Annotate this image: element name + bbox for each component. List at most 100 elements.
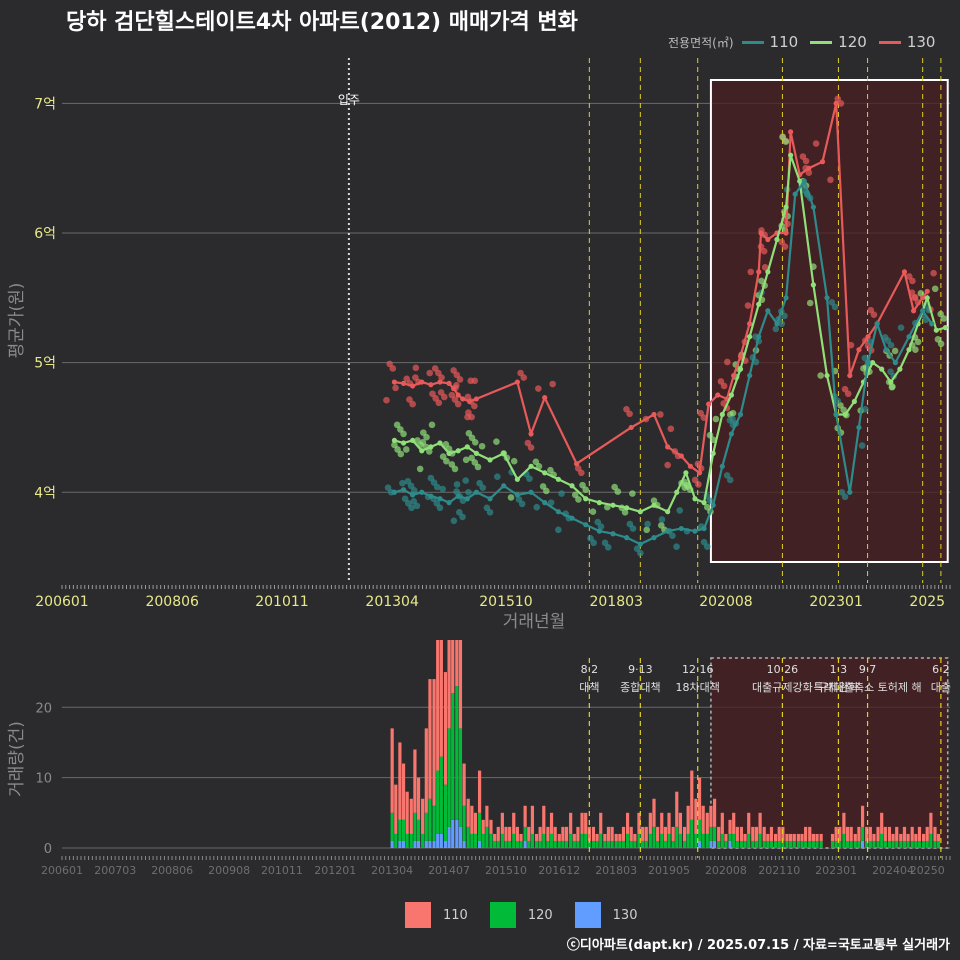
policy-date-label: 12·16 bbox=[682, 663, 714, 676]
volume-bar-120 bbox=[416, 819, 421, 841]
price-point-110 bbox=[410, 487, 418, 494]
volume-bar-120 bbox=[808, 840, 812, 848]
volume-bar-120 bbox=[842, 833, 846, 848]
volume-bar-110 bbox=[914, 833, 918, 841]
volume-bar-120 bbox=[625, 833, 630, 848]
volume-bar-110 bbox=[682, 826, 687, 841]
volume-bar-110 bbox=[728, 819, 732, 834]
volume-bar-110 bbox=[401, 763, 406, 820]
volume-bar-130 bbox=[728, 840, 732, 848]
price-line-marker-130 bbox=[446, 380, 452, 386]
volume-bar-110 bbox=[580, 812, 584, 834]
volume-bar-110 bbox=[527, 826, 531, 841]
volume-bar-120 bbox=[493, 840, 497, 848]
volume-bar-110 bbox=[614, 833, 618, 841]
price-line-marker-120 bbox=[674, 489, 680, 495]
volume-x-tick-label: 201612 bbox=[538, 864, 580, 877]
price-point-130 bbox=[626, 410, 633, 418]
price-line-marker-120 bbox=[437, 440, 443, 446]
price-line-marker-110 bbox=[665, 528, 671, 534]
volume-x-tick-label: 201803 bbox=[595, 864, 637, 877]
price-line-marker-120 bbox=[487, 457, 493, 463]
volume-bar-120 bbox=[914, 840, 918, 848]
price-point-120 bbox=[888, 383, 896, 391]
volume-bar-110 bbox=[717, 826, 721, 841]
volume-bar-130 bbox=[451, 819, 455, 848]
volume-bar-110 bbox=[792, 833, 796, 841]
price-line-marker-130 bbox=[391, 379, 398, 385]
price-line-marker-120 bbox=[400, 440, 407, 446]
price-line-marker-120 bbox=[542, 470, 548, 476]
price-line-marker-110 bbox=[692, 528, 698, 534]
volume-bar-120 bbox=[849, 840, 853, 848]
price-point-120 bbox=[621, 509, 629, 516]
volume-x-tick-label: 201905 bbox=[648, 864, 690, 877]
price-line-marker-120 bbox=[514, 476, 520, 482]
volume-bar-110 bbox=[796, 833, 800, 841]
volume-bar-110 bbox=[712, 798, 717, 827]
price-line-marker-110 bbox=[747, 372, 753, 379]
price-line-marker-130 bbox=[756, 269, 762, 275]
volume-bar-110 bbox=[455, 640, 459, 687]
price-line-marker-110 bbox=[542, 500, 548, 506]
footer-credit: ⓒ디아파트(dapt.kr) / 2025.07.15 / 자료=국토교통부 실… bbox=[566, 938, 950, 953]
price-line-marker-120 bbox=[933, 327, 939, 333]
price-point-130 bbox=[471, 402, 478, 410]
volume-bar-110 bbox=[538, 826, 542, 841]
price-point-110 bbox=[494, 473, 501, 481]
price-line-marker-130 bbox=[847, 372, 853, 379]
volume-bar-110 bbox=[720, 812, 724, 834]
volume-bar-110 bbox=[925, 826, 929, 841]
price-line-marker-110 bbox=[596, 528, 602, 534]
volume-bar-110 bbox=[842, 812, 846, 834]
price-point-130 bbox=[744, 302, 752, 309]
price-point-110 bbox=[413, 502, 421, 510]
volume-bar-120 bbox=[572, 840, 576, 848]
volume-bar-120 bbox=[637, 833, 641, 848]
volume-bar-130 bbox=[443, 840, 448, 848]
volume-bar-110 bbox=[709, 805, 713, 827]
volume-bar-120 bbox=[769, 840, 774, 848]
volume-bar-110 bbox=[466, 798, 470, 827]
price-line-marker-130 bbox=[696, 470, 703, 476]
volume-bar-120 bbox=[804, 840, 808, 848]
price-line-marker-110 bbox=[473, 489, 479, 495]
volume-bar-110 bbox=[735, 826, 739, 841]
price-point-130 bbox=[535, 385, 542, 392]
volume-bar-110 bbox=[853, 833, 857, 841]
price-point-130 bbox=[812, 140, 820, 147]
price-point-130 bbox=[720, 382, 728, 390]
volume-bar-120 bbox=[455, 686, 459, 820]
price-line-marker-130 bbox=[473, 396, 479, 402]
volume-bar-120 bbox=[899, 840, 903, 848]
price-line-marker-110 bbox=[555, 509, 561, 515]
volume-bar-110 bbox=[523, 805, 527, 827]
price-point-110 bbox=[597, 523, 605, 530]
volume-bar-120 bbox=[743, 840, 747, 848]
price-line-marker-120 bbox=[569, 483, 575, 489]
volume-bar-120 bbox=[671, 840, 675, 848]
volume-bar-120 bbox=[477, 812, 482, 841]
volume-bar-120 bbox=[390, 812, 394, 841]
price-point-110 bbox=[703, 543, 711, 551]
volume-bar-110 bbox=[652, 798, 656, 827]
price-point-130 bbox=[440, 393, 448, 401]
volume-bar-110 bbox=[439, 640, 443, 757]
volume-bar-110 bbox=[929, 812, 933, 834]
price-line-marker-120 bbox=[455, 448, 461, 454]
price-line-marker-120 bbox=[610, 502, 616, 508]
price-point-120 bbox=[840, 406, 847, 414]
price-line-marker-120 bbox=[774, 236, 780, 243]
volume-bar-130 bbox=[428, 840, 432, 848]
volume-bar-110 bbox=[667, 812, 671, 834]
volume-bar-120 bbox=[512, 833, 516, 848]
volume-bar-110 bbox=[508, 826, 512, 841]
price-line-marker-130 bbox=[573, 461, 580, 467]
volume-bar-120 bbox=[751, 840, 755, 848]
price-line-marker-130 bbox=[466, 398, 473, 405]
price-point-110 bbox=[533, 503, 541, 511]
price-line-marker-110 bbox=[783, 295, 789, 301]
price-point-120 bbox=[474, 463, 482, 471]
chart-title: 당하 검단힐스테이트4차 아파트(2012) 매매가격 변화 bbox=[66, 10, 578, 35]
volume-bar-120 bbox=[717, 840, 721, 848]
